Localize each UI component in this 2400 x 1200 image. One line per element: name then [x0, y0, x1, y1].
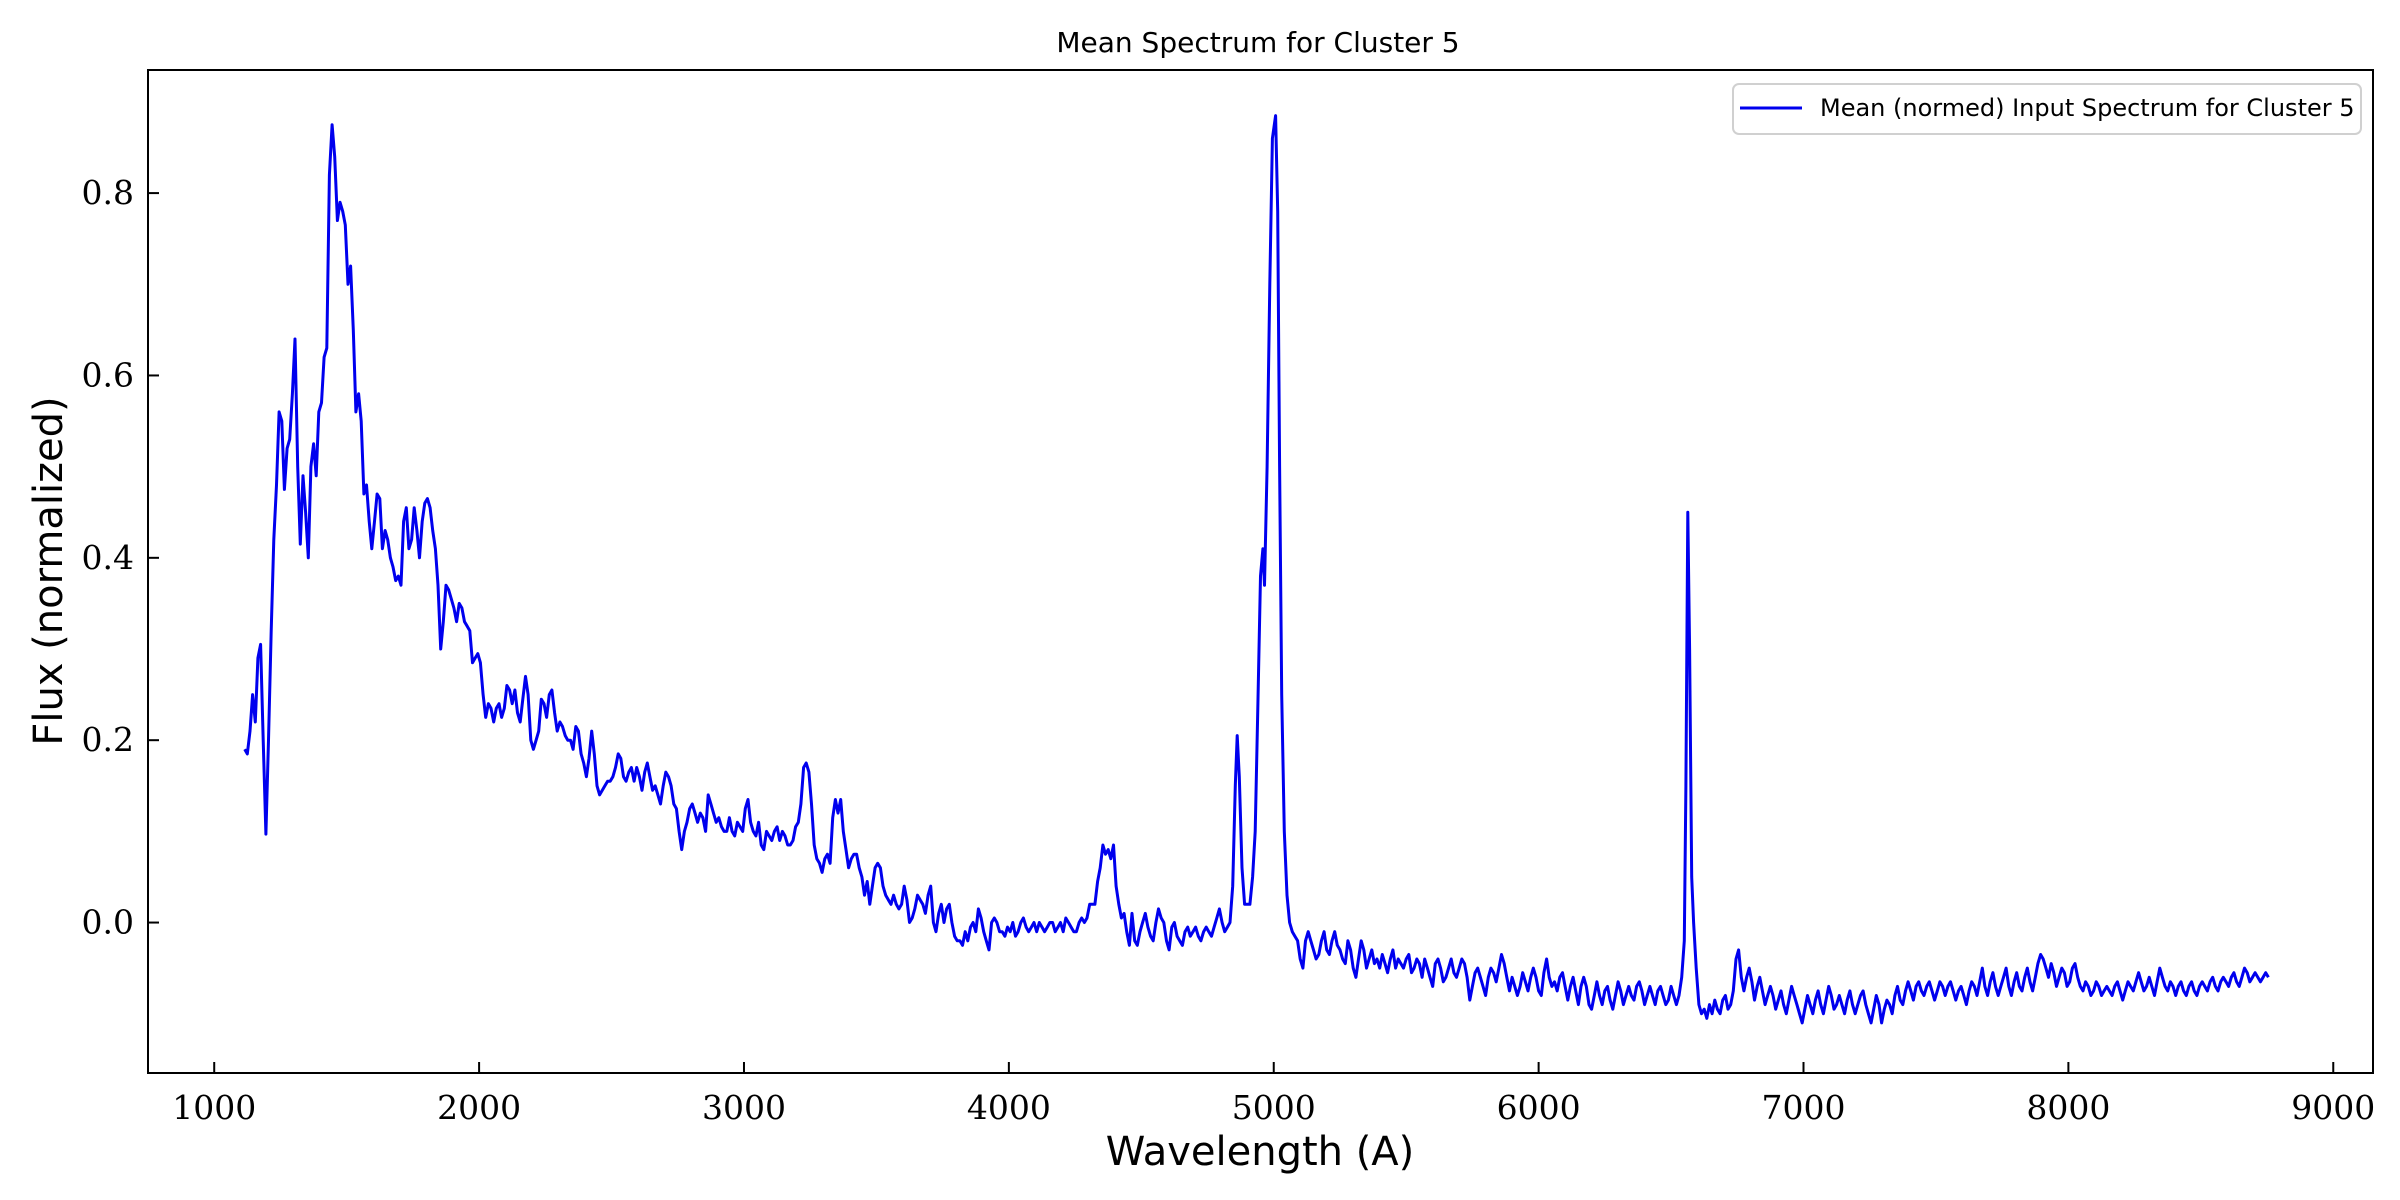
- series-line-cluster-5: [243, 114, 2270, 1025]
- x-tick-label: 5000: [1232, 1088, 1316, 1127]
- x-tick-label: 4000: [967, 1088, 1051, 1127]
- y-tick-label: 0.2: [82, 720, 134, 759]
- chart-title: Mean Spectrum for Cluster 5: [1056, 26, 1459, 59]
- x-tick-label: 3000: [702, 1088, 786, 1127]
- y-tick-label: 0.0: [82, 903, 134, 942]
- plot-frame: [147, 69, 2374, 1074]
- legend-box: [1732, 83, 2362, 135]
- y-axis: 0.0 0.2 0.4 0.6 0.8: [82, 173, 159, 942]
- legend-label: Mean (normed) Input Spectrum for Cluster…: [1820, 94, 2355, 122]
- y-tick-label: 0.4: [82, 538, 134, 577]
- x-axis: 1000 2000 3000 4000 5000 6000 7000 8000 9000: [172, 1062, 2375, 1127]
- y-tick-label: 0.8: [82, 173, 134, 212]
- x-tick-label: 7000: [1762, 1088, 1846, 1127]
- x-axis-label: Wavelength (A): [1106, 1129, 1415, 1175]
- x-tick-label: 9000: [2291, 1088, 2375, 1127]
- x-tick-label: 1000: [172, 1088, 256, 1127]
- x-tick-label: 8000: [2026, 1088, 2110, 1127]
- y-tick-label: 0.6: [82, 355, 134, 394]
- y-axis-label: Flux (normalized): [26, 396, 72, 745]
- legend: Mean (normed) Input Spectrum for Cluster…: [1732, 83, 2362, 135]
- x-tick-label: 2000: [437, 1088, 521, 1127]
- x-tick-label: 6000: [1497, 1088, 1581, 1127]
